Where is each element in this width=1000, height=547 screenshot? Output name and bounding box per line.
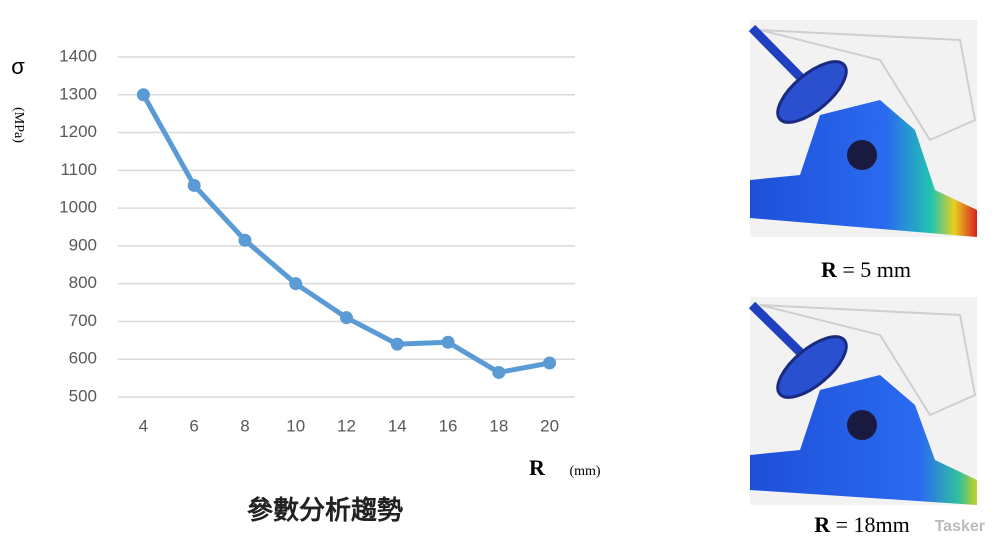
x-tick-label: 18	[489, 416, 508, 435]
figure-2	[748, 297, 977, 505]
point	[238, 233, 252, 247]
x-tick-label: 6	[189, 416, 198, 435]
x-tick-label: 20	[540, 416, 559, 435]
point	[340, 311, 353, 325]
caption: 參數分析趨勢	[247, 495, 403, 525]
point	[390, 337, 404, 351]
x-tick-label: 16	[439, 416, 458, 435]
x-tick-label: 10	[286, 416, 305, 435]
x-tick-label: 14	[388, 416, 407, 435]
figure-text: = 5 mm	[842, 257, 911, 282]
point	[289, 277, 303, 291]
x-tick-label: 12	[337, 416, 356, 435]
y-axis-symbol: σ	[11, 54, 25, 79]
y-tick-label: 700	[69, 311, 97, 330]
y-tick-label: 800	[69, 273, 97, 292]
x-tick-label: 8	[240, 416, 249, 435]
watermark: Tasker	[935, 518, 985, 535]
figure-caption: R = 5 mm	[821, 257, 911, 282]
figure-1	[748, 20, 977, 237]
y-tick-label: 500	[69, 386, 97, 405]
y-tick-label: 900	[69, 235, 97, 254]
y-tick-label: 1200	[59, 122, 97, 141]
x-tick-label: 4	[139, 416, 148, 435]
y-tick-label: 1300	[59, 84, 97, 103]
line	[141, 93, 551, 375]
figure-text: = 18mm	[836, 512, 910, 537]
figure-symbol: R	[821, 257, 838, 282]
y-tick-label: 1100	[60, 160, 97, 179]
figure-caption: R = 18mm	[814, 512, 910, 537]
figure-symbol: R	[814, 512, 831, 537]
y-tick-label: 600	[69, 349, 97, 368]
x-axis-unit: (mm)	[569, 464, 600, 479]
y-tick-label: 1400	[59, 46, 97, 65]
y-tick-label: 1000	[59, 198, 97, 217]
point	[187, 178, 201, 192]
point	[543, 356, 557, 370]
x-axis-symbol: R	[529, 455, 546, 480]
point	[136, 88, 150, 102]
y-axis-unit: (MPa)	[11, 107, 26, 143]
point	[492, 365, 506, 379]
point	[441, 335, 455, 349]
